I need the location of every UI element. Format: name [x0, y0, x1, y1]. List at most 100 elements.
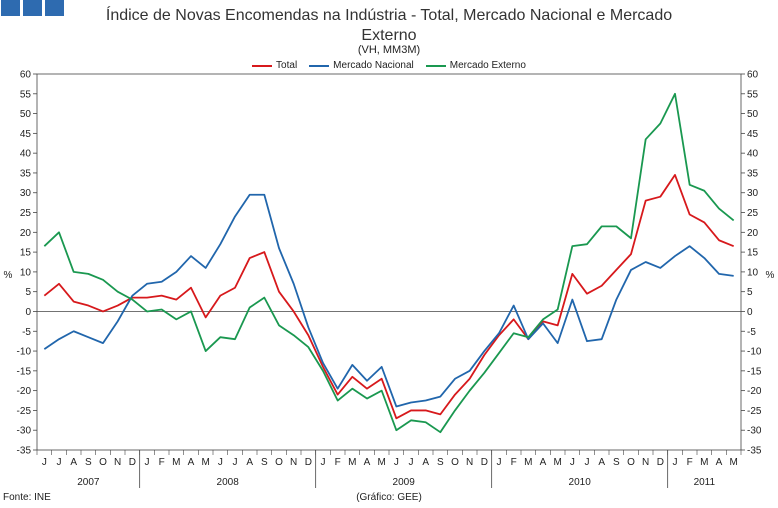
y-tick-label-left: 0	[25, 307, 31, 318]
month-label: J	[321, 457, 326, 468]
y-tick-label-right: 15	[747, 248, 759, 259]
month-label: N	[466, 457, 473, 468]
y-tick-label-left: -30	[17, 426, 32, 437]
logo-block-3	[45, 0, 64, 16]
month-label: D	[305, 457, 312, 468]
y-tick-label-left: 35	[20, 168, 32, 179]
month-label: M	[201, 457, 209, 468]
month-label: J	[233, 457, 238, 468]
legend-swatch-total	[252, 64, 273, 67]
month-label: F	[159, 457, 165, 468]
month-label: J	[394, 457, 399, 468]
month-label: D	[657, 457, 664, 468]
chart-title-line-1: Índice de Novas Encomendas na Indústria …	[105, 7, 673, 24]
y-tick-label-left: -35	[17, 446, 32, 457]
month-label: J	[42, 457, 47, 468]
year-label: 2007	[77, 477, 100, 488]
month-label: J	[585, 457, 590, 468]
y-tick-label-left: 50	[20, 109, 32, 120]
month-label: S	[613, 457, 620, 468]
month-label: A	[540, 457, 547, 468]
y-tick-label-left: -10	[17, 347, 32, 358]
logo-block-1	[1, 0, 20, 16]
month-label: O	[275, 457, 283, 468]
y-tick-label-right: 45	[747, 129, 759, 140]
y-tick-label-right: -25	[747, 406, 762, 417]
month-label: J	[409, 457, 414, 468]
month-label: S	[85, 457, 92, 468]
y-tick-label-right: -5	[747, 327, 756, 338]
y-tick-label-left: 20	[20, 228, 32, 239]
month-label: J	[570, 457, 575, 468]
y-tick-label-right: 50	[747, 109, 759, 120]
series-line-mercado-nacional	[43, 193, 734, 408]
month-label: A	[246, 457, 253, 468]
series-line-total	[43, 174, 735, 420]
month-label: S	[437, 457, 444, 468]
month-label: F	[335, 457, 341, 468]
y-tick-label-left: 60	[20, 70, 32, 81]
month-label: A	[70, 457, 77, 468]
y-tick-label-left: 45	[20, 129, 32, 140]
y-tick-label-left: 15	[20, 248, 32, 259]
month-label: J	[57, 457, 62, 468]
legend-swatch-mercado-nacional	[309, 64, 330, 67]
y-tick-label-right: 55	[747, 89, 759, 100]
series-line-mercado-externo	[43, 92, 735, 434]
year-label: 2008	[217, 477, 240, 488]
y-tick-label-left: -20	[17, 386, 32, 397]
y-axis-label-right: %	[766, 270, 775, 281]
month-label: O	[627, 457, 635, 468]
y-tick-label-right: 20	[747, 228, 759, 239]
month-label: A	[188, 457, 195, 468]
legend-item-mercado-externo: Mercado Externo	[425, 60, 526, 71]
y-tick-label-left: 30	[20, 188, 32, 199]
chart-subtitle: (VH, MM3M)	[357, 44, 421, 56]
y-tick-label-right: 5	[747, 287, 753, 298]
legend-item-mercado-nacional: Mercado Nacional	[309, 60, 414, 71]
y-tick-label-right: 40	[747, 149, 759, 160]
month-label: D	[481, 457, 488, 468]
legend-label-mercado-externo: Mercado Externo	[449, 60, 526, 71]
month-label: M	[524, 457, 532, 468]
y-tick-label-left: 40	[20, 149, 32, 160]
y-tick-label-right: -20	[747, 386, 762, 397]
month-label: J	[497, 457, 502, 468]
y-tick-label-right: -15	[747, 366, 762, 377]
y-tick-label-right: -30	[747, 426, 762, 437]
y-tick-label-right: -10	[747, 347, 762, 358]
y-tick-label-left: -25	[17, 406, 32, 417]
month-label: J	[218, 457, 223, 468]
y-tick-label-right: 10	[747, 267, 759, 278]
y-tick-label-right: 35	[747, 168, 759, 179]
month-label: A	[716, 457, 723, 468]
legend-item-total: Total	[252, 60, 297, 71]
y-tick-label-left: -15	[17, 366, 32, 377]
y-tick-label-right: 0	[747, 307, 753, 318]
ine-logo-icon	[1, 0, 64, 16]
legend-label-mercado-nacional: Mercado Nacional	[333, 60, 414, 71]
month-label: N	[290, 457, 297, 468]
y-tick-label-left: 5	[25, 287, 31, 298]
month-label: N	[642, 457, 649, 468]
y-tick-label-left: 25	[20, 208, 32, 219]
month-label: J	[145, 457, 150, 468]
month-label: F	[511, 457, 517, 468]
y-tick-label-left: -5	[22, 327, 31, 338]
month-label: M	[377, 457, 385, 468]
chart-credit: (Gráfico: GEE)	[356, 492, 422, 503]
month-label: M	[348, 457, 356, 468]
month-label: M	[729, 457, 737, 468]
month-label: A	[364, 457, 371, 468]
y-tick-label-left: 55	[20, 89, 32, 100]
month-label: D	[129, 457, 136, 468]
month-label: A	[598, 457, 605, 468]
month-label: M	[700, 457, 708, 468]
month-label: M	[172, 457, 180, 468]
chart-title: Índice de Novas Encomendas na Indústria …	[0, 6, 778, 46]
year-label: 2010	[569, 477, 592, 488]
year-label: 2011	[694, 477, 716, 488]
month-label: N	[114, 457, 121, 468]
y-axis-label-left: %	[4, 270, 13, 281]
